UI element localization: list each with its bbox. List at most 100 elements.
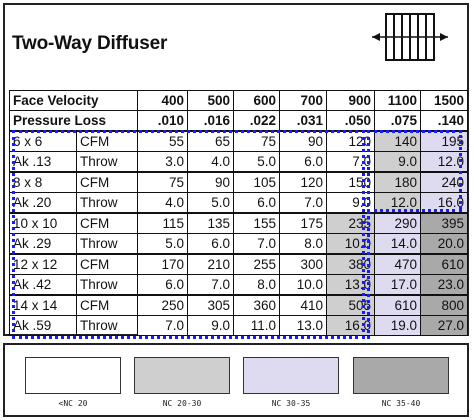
cfm-value-cell: 610	[420, 253, 468, 275]
throw-value-cell: 8.0	[233, 274, 280, 296]
table-row: 12 x 12 CFM 170 210 255 300 380 470 610	[9, 253, 468, 275]
throw-value-cell: 17.0	[374, 274, 421, 296]
throw-value-cell: 4.0	[187, 151, 234, 173]
cfm-label-cell: CFM	[76, 171, 138, 193]
throw-value-cell: 5.0	[187, 192, 234, 214]
pressure-cell: .140	[420, 110, 468, 132]
velocity-cell: 600	[233, 90, 280, 111]
throw-value-cell: 7.0	[326, 151, 375, 173]
cfm-value-cell: 140	[374, 130, 421, 152]
size-cell: 6 x 6	[9, 130, 77, 152]
throw-value-cell: 13.0	[279, 315, 327, 336]
throw-value-cell: 8.0	[279, 233, 327, 255]
pressure-cell: .031	[279, 110, 327, 132]
cfm-value-cell: 120	[279, 171, 327, 193]
cfm-value-cell: 800	[420, 294, 468, 316]
velocity-cell: 900	[326, 90, 375, 111]
throw-value-cell: 7.0	[187, 274, 234, 296]
throw-value-cell: 9.0	[374, 151, 421, 173]
velocity-cell: 1500	[420, 90, 468, 111]
cfm-label-cell: CFM	[76, 212, 138, 234]
cfm-value-cell: 120	[326, 130, 375, 152]
two-way-diffuser-icon	[372, 13, 448, 61]
ak-cell: Ak .20	[9, 192, 77, 214]
throw-value-cell: 9.0	[187, 315, 234, 336]
cfm-value-cell: 235	[326, 212, 375, 234]
throw-value-cell: 12.0	[420, 151, 468, 173]
velocity-cell: 1100	[374, 90, 421, 111]
cfm-value-cell: 65	[187, 130, 234, 152]
size-cell: 12 x 12	[9, 253, 77, 275]
cfm-value-cell: 360	[233, 294, 280, 316]
cfm-value-cell: 75	[233, 130, 280, 152]
cfm-value-cell: 250	[137, 294, 188, 316]
cfm-value-cell: 135	[187, 212, 234, 234]
cfm-value-cell: 290	[374, 212, 421, 234]
table-row: Ak .42 Throw 6.0 7.0 8.0 10.0 13.0 17.0 23.0	[9, 274, 468, 296]
cfm-value-cell: 115	[137, 212, 188, 234]
table-row: 6 x 6 CFM 55 65 75 90 120 140 195	[9, 130, 468, 152]
velocity-cell: 700	[279, 90, 327, 111]
throw-value-cell: 6.0	[187, 233, 234, 255]
throw-value-cell: 4.0	[137, 192, 188, 214]
cfm-value-cell: 395	[420, 212, 468, 234]
throw-label-cell: Throw	[76, 192, 138, 214]
table-row: Ak .29 Throw 5.0 6.0 7.0 8.0 10.0 14.0 20.0	[9, 233, 468, 255]
throw-label-cell: Throw	[76, 233, 138, 255]
cfm-value-cell: 155	[233, 212, 280, 234]
throw-value-cell: 3.0	[137, 151, 188, 173]
legend-swatch-nc20-30	[134, 357, 230, 394]
throw-value-cell: 14.0	[374, 233, 421, 255]
velocity-cell: 400	[137, 90, 188, 111]
throw-value-cell: 16.0	[326, 315, 375, 336]
cfm-value-cell: 90	[187, 171, 234, 193]
throw-label-cell: Throw	[76, 274, 138, 296]
cfm-value-cell: 75	[137, 171, 188, 193]
ak-cell: Ak .42	[9, 274, 77, 296]
throw-value-cell: 27.0	[420, 315, 468, 336]
throw-value-cell: 7.0	[279, 192, 327, 214]
cfm-value-cell: 55	[137, 130, 188, 152]
throw-value-cell: 7.0	[233, 233, 280, 255]
size-cell: 8 x 8	[9, 171, 77, 193]
table-row: 14 x 14 CFM 250 305 360 410 505 610 800	[9, 294, 468, 316]
throw-value-cell: 10.0	[279, 274, 327, 296]
cfm-value-cell: 380	[326, 253, 375, 275]
table-row: 8 x 8 CFM 75 90 105 120 150 180 240	[9, 171, 468, 193]
throw-label-cell: Throw	[76, 315, 138, 336]
cfm-value-cell: 105	[233, 171, 280, 193]
table-row: Ak .59 Throw 7.0 9.0 11.0 13.0 16.0 19.0 27.0	[9, 315, 468, 336]
cfm-value-cell: 505	[326, 294, 375, 316]
legend-label-nc20: <NC 20	[58, 399, 88, 408]
legend-swatch-nc20	[25, 357, 121, 394]
cfm-value-cell: 305	[187, 294, 234, 316]
cfm-value-cell: 300	[279, 253, 327, 275]
throw-value-cell: 13.0	[326, 274, 375, 296]
cfm-value-cell: 210	[187, 253, 234, 275]
throw-value-cell: 5.0	[233, 151, 280, 173]
pressure-cell: .022	[233, 110, 280, 132]
face-velocity-row: Face Velocity 400 500 600 700 900 1100 1…	[9, 90, 468, 111]
throw-value-cell: 23.0	[420, 274, 468, 296]
legend-label-nc35-40: NC 35-40	[381, 399, 421, 408]
ak-cell: Ak .29	[9, 233, 77, 255]
throw-value-cell: 16.0	[420, 192, 468, 214]
cfm-value-cell: 90	[279, 130, 327, 152]
throw-value-cell: 20.0	[420, 233, 468, 255]
cfm-value-cell: 240	[420, 171, 468, 193]
cfm-value-cell: 470	[374, 253, 421, 275]
throw-value-cell: 11.0	[233, 315, 280, 336]
pressure-cell: .075	[374, 110, 421, 132]
pressure-cell: .050	[326, 110, 375, 132]
throw-value-cell: 5.0	[137, 233, 188, 255]
cfm-value-cell: 195	[420, 130, 468, 152]
cfm-label-cell: CFM	[76, 294, 138, 316]
performance-table: Face Velocity 400 500 600 700 900 1100 1…	[9, 90, 468, 336]
cfm-label-cell: CFM	[76, 130, 138, 152]
legend-label-nc30-35: NC 30-35	[271, 399, 311, 408]
page-title: Two-Way Diffuser	[12, 33, 168, 54]
noise-legend: <NC 20 NC 20-30 NC 30-35 NC 35-40	[3, 343, 469, 417]
cfm-value-cell: 410	[279, 294, 327, 316]
pressure-cell: .010	[137, 110, 188, 132]
table-row: Ak .13 Throw 3.0 4.0 5.0 6.0 7.0 9.0 12.0	[9, 151, 468, 173]
